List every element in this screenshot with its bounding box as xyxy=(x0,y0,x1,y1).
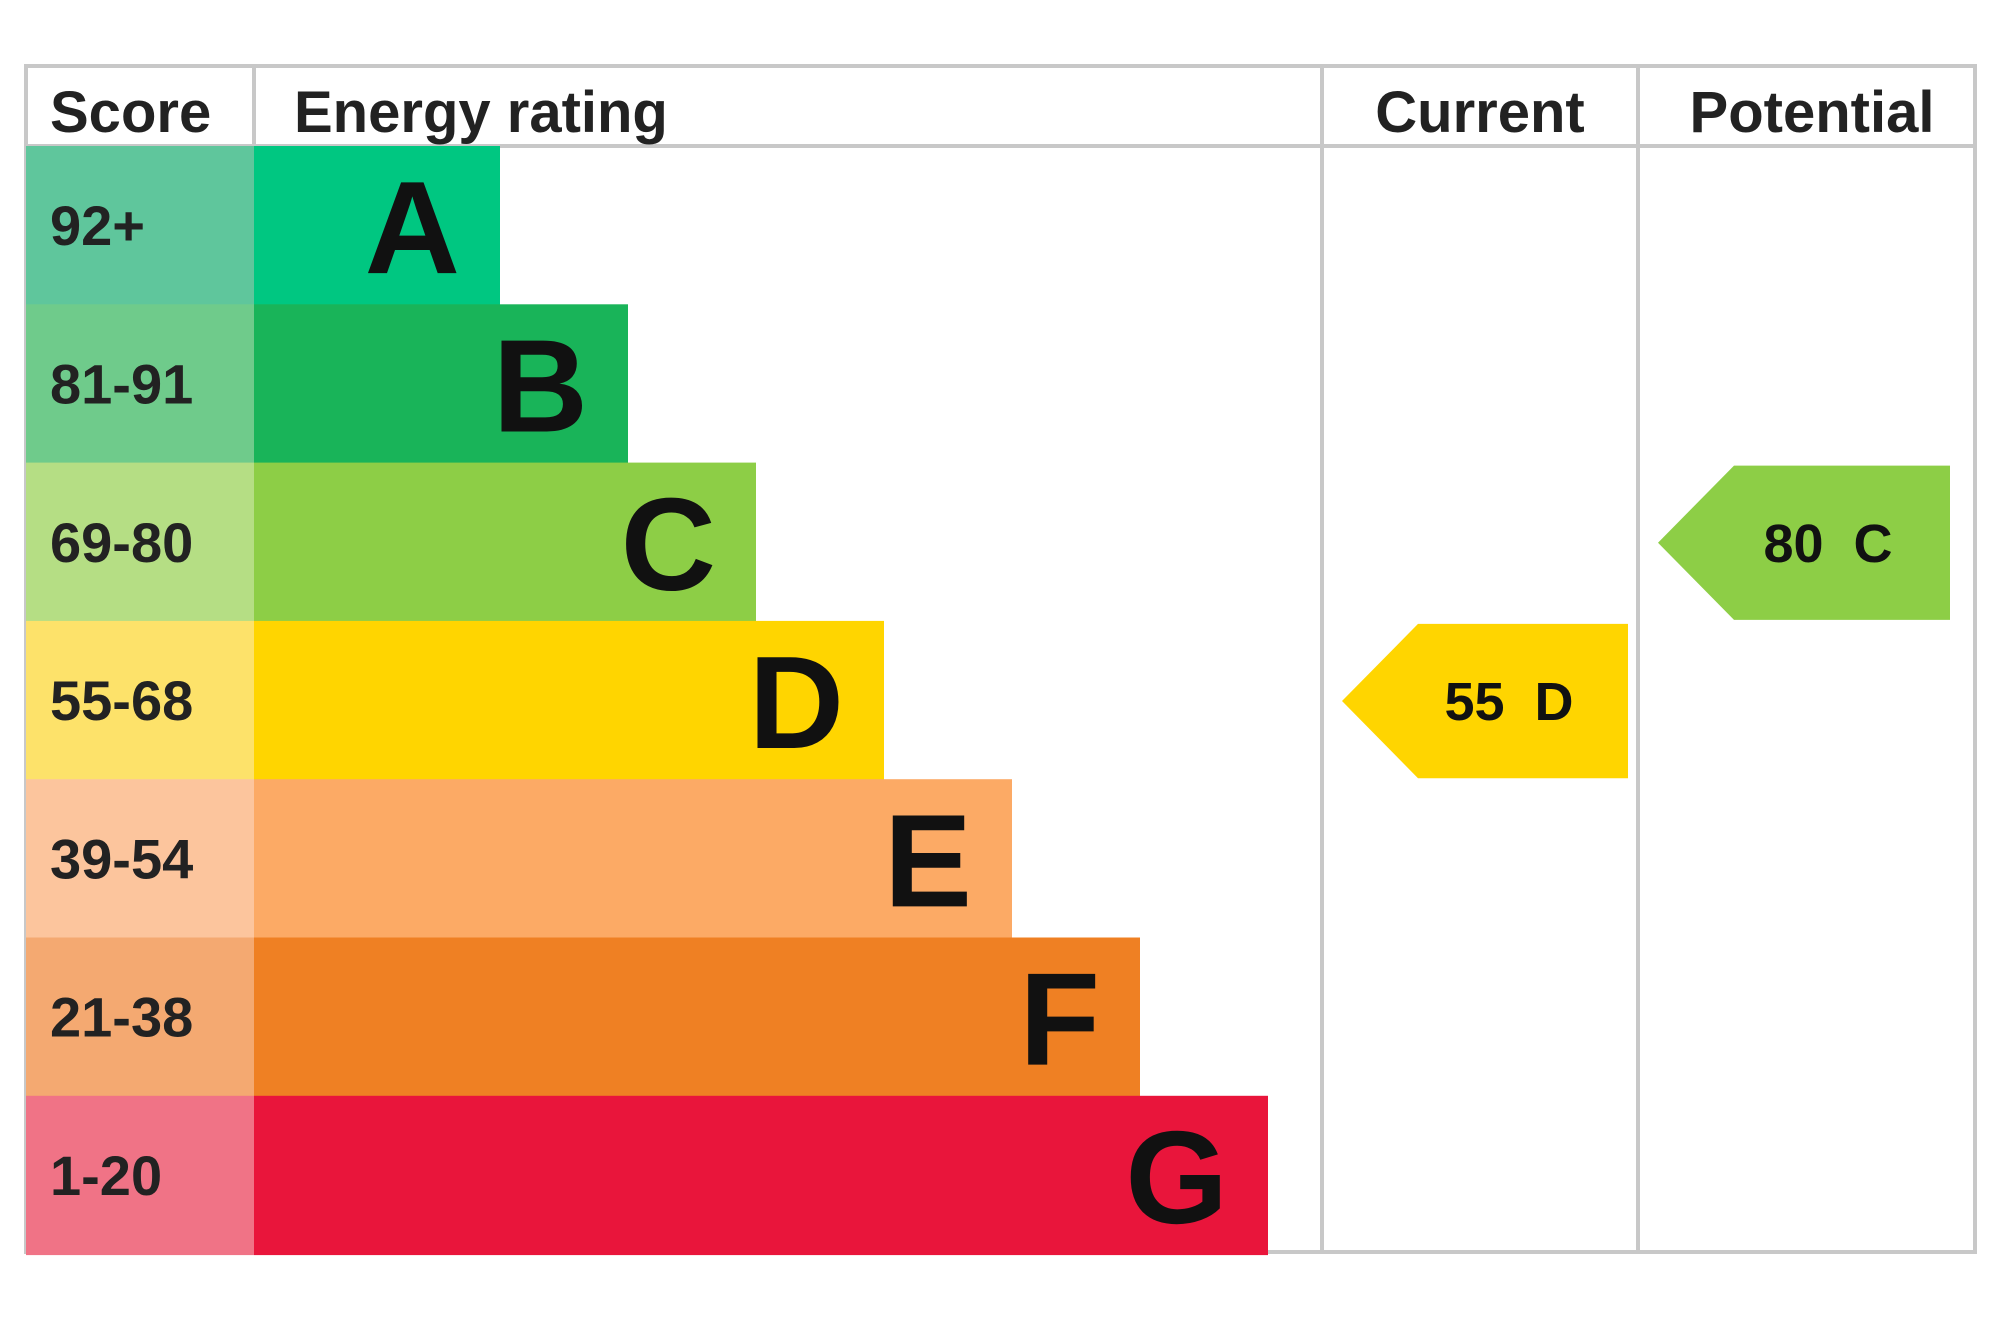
score-range-f: 21-38 xyxy=(50,986,193,1049)
score-cell-f xyxy=(26,937,254,1097)
band-letter-g: G xyxy=(1125,1104,1228,1251)
header-current: Current xyxy=(1375,80,1584,145)
band-bar-b xyxy=(254,304,628,464)
score-cell-b xyxy=(26,304,254,464)
band-letter-b: B xyxy=(493,312,588,459)
potential-rating-label: 80 C xyxy=(1763,514,1892,574)
score-cell-a xyxy=(26,146,254,306)
score-cell-e xyxy=(26,779,254,939)
band-bar-a xyxy=(254,146,500,306)
band-bar-c xyxy=(254,462,756,622)
score-range-c: 69-80 xyxy=(50,511,193,574)
score-range-d: 55-68 xyxy=(50,669,193,732)
score-range-a: 92+ xyxy=(50,194,145,257)
potential-rating-arrow xyxy=(1658,465,1950,620)
header-energy-rating: Energy rating xyxy=(294,80,668,145)
score-cell-d xyxy=(26,620,254,781)
rating-bands: 92+ A 81-91 B 69-80 C 55-68 D 39-54 E 21-38 F 1-20 G xyxy=(26,146,1268,1256)
band-letter-e: E xyxy=(884,787,972,934)
current-rating-label: 55 D xyxy=(1444,672,1573,732)
current-rating-arrow xyxy=(1342,623,1628,779)
band-bar-f xyxy=(254,937,1140,1097)
score-range-g: 1-20 xyxy=(50,1144,162,1207)
score-cell-c xyxy=(26,462,254,622)
band-letter-f: F xyxy=(1019,946,1100,1093)
band-bar-g xyxy=(254,1095,1268,1256)
band-letter-a: A xyxy=(365,154,460,301)
current-rating-indicator: 55 D xyxy=(1342,623,1628,779)
header-score: Score xyxy=(50,80,211,145)
score-cell-g xyxy=(26,1095,254,1256)
score-range-e: 39-54 xyxy=(50,827,193,890)
band-letter-c: C xyxy=(621,471,716,618)
score-range-b: 81-91 xyxy=(50,352,193,415)
potential-rating-indicator: 80 C xyxy=(1658,465,1950,620)
header-potential: Potential xyxy=(1690,80,1935,145)
band-bar-d xyxy=(254,620,884,781)
band-bar-e xyxy=(254,779,1012,939)
band-letter-d: D xyxy=(749,629,844,776)
